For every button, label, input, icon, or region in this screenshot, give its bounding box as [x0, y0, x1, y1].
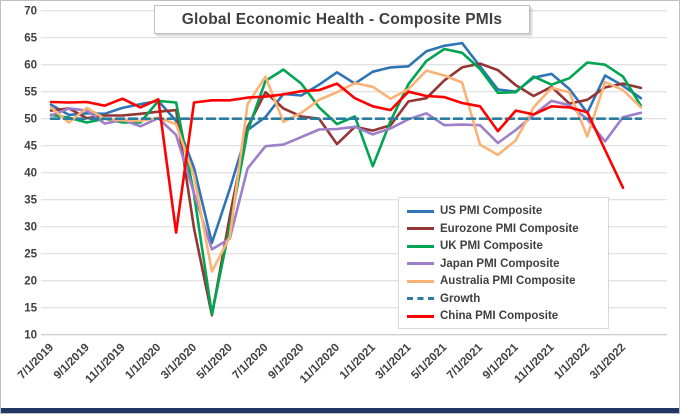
x-axis-label-7-1-2019: 7/1/2019 [16, 342, 56, 382]
legend-swatch [407, 279, 434, 283]
y-axis-label-10: 10 [24, 330, 37, 342]
legend-item-japan-pmi-composite: Japan PMI Composite [407, 256, 602, 272]
legend-label: Eurozone PMI Composite [440, 222, 579, 235]
x-axis-label-11-1-2020: 11/1/2020 [298, 342, 342, 386]
x-axis-label-3-1-2021: 3/1/2021 [373, 341, 414, 382]
legend-item-uk-pmi-composite: UK PMI Composite [407, 238, 602, 254]
y-axis-label-70: 70 [24, 6, 37, 18]
series-line-china-pmi-composite [49, 82, 625, 234]
x-axis-label-11-1-2019: 11/1/2019 [83, 342, 127, 386]
x-axis-label-11-1-2021: 11/1/2021 [512, 341, 557, 386]
chart-title: Global Economic Health - Composite PMIs [154, 5, 530, 34]
legend-item-china-pmi-composite: China PMI Composite [407, 308, 602, 324]
x-axis-label-5-1-2021: 5/1/2021 [409, 341, 450, 382]
legend-swatch [407, 314, 434, 318]
chart-legend: US PMI Composite Eurozone PMI Composite UK… [398, 197, 609, 329]
y-axis-label-45: 45 [24, 141, 37, 153]
legend-item-australia-pmi-composite: Australia PMI Composite [407, 273, 602, 289]
x-axis-label-3-1-2022: 3/1/2022 [588, 342, 628, 382]
x-axis-label-7-1-2020: 7/1/2020 [230, 342, 270, 382]
x-axis-label-5-1-2020: 5/1/2020 [195, 342, 235, 382]
legend-swatch [407, 209, 434, 213]
legend-swatch [407, 227, 434, 230]
y-axis-label-20: 20 [24, 276, 37, 288]
y-axis-label-50: 50 [24, 114, 37, 126]
legend-item-us-pmi-composite: US PMI Composite [407, 203, 602, 219]
legend-label: Growth [440, 292, 481, 305]
legend-swatch [407, 297, 434, 300]
y-axis-label-15: 15 [24, 303, 37, 315]
series-line-uk-pmi-composite [49, 47, 643, 316]
legend-label: Japan PMI Composite [440, 257, 560, 270]
legend-label: Australia PMI Composite [440, 275, 576, 287]
x-axis-label-1-1-2022: 1/1/2022 [552, 342, 592, 382]
legend-label: UK PMI Composite [440, 240, 543, 252]
y-axis-label-55: 55 [24, 87, 37, 99]
legend-label: US PMI Composite [440, 205, 543, 217]
x-axis-label-1-1-2020: 1/1/2020 [123, 342, 163, 382]
legend-item-growth: Growth [407, 291, 602, 307]
x-axis-label-1-1-2021: 1/1/2021 [338, 341, 379, 382]
x-axis-label-3-1-2020: 3/1/2020 [159, 342, 199, 382]
y-axis-label-30: 30 [24, 222, 37, 234]
y-axis-label-65: 65 [24, 33, 37, 45]
legend-swatch [407, 244, 434, 248]
y-axis-label-25: 25 [24, 249, 37, 261]
y-axis-label-60: 60 [24, 60, 37, 72]
series-line-japan-pmi-composite [49, 99, 643, 251]
y-axis-label-35: 35 [24, 195, 37, 207]
x-axis-label-7-1-2021: 7/1/2021 [445, 341, 486, 382]
footer-strip [1, 408, 679, 413]
y-axis-label-40: 40 [24, 168, 37, 180]
legend-label: China PMI Composite [440, 310, 559, 322]
legend-item-eurozone-pmi-composite: Eurozone PMI Composite [407, 221, 602, 237]
legend-swatch [407, 262, 434, 265]
